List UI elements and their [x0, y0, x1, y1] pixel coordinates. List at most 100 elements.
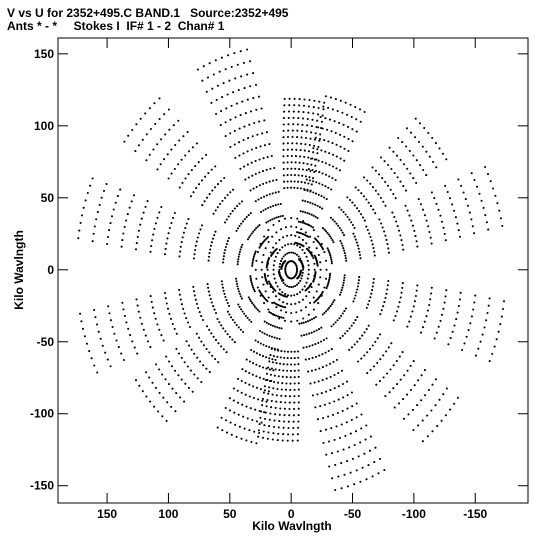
uv-point	[255, 363, 258, 366]
uv-point	[434, 378, 437, 381]
uv-point	[312, 191, 315, 194]
uv-point	[321, 227, 324, 230]
uv-point	[301, 265, 304, 268]
uv-point	[268, 368, 271, 371]
uv-point	[321, 160, 324, 163]
uv-point	[208, 294, 211, 297]
uv-point	[228, 397, 231, 400]
uv-point	[317, 302, 320, 305]
uv-point	[97, 330, 100, 333]
uv-point	[284, 226, 288, 229]
uv-point	[174, 410, 177, 413]
uv-point	[361, 334, 364, 337]
uv-point	[197, 306, 200, 310]
uv-point	[222, 258, 225, 261]
uv-point	[341, 382, 344, 386]
uv-point	[460, 184, 463, 187]
uv-point	[140, 217, 143, 220]
uv-point	[263, 144, 267, 147]
uv-point	[306, 189, 309, 192]
uv-point	[183, 361, 186, 364]
uv-point	[502, 300, 506, 303]
uv-point	[254, 250, 257, 253]
uv-point	[440, 220, 444, 223]
uv-point	[350, 221, 353, 224]
uv-point	[243, 312, 246, 315]
uv-point	[224, 135, 227, 138]
uv-point	[325, 198, 328, 201]
uv-point	[301, 298, 304, 301]
uv-point	[319, 115, 322, 119]
uv-point	[320, 120, 323, 123]
uv-point	[288, 407, 291, 411]
uv-point	[401, 286, 404, 289]
uv-point	[393, 406, 396, 409]
uv-point	[227, 237, 230, 240]
uv-point	[137, 144, 141, 147]
uv-point	[163, 291, 166, 294]
uv-point	[278, 317, 281, 320]
uv-point	[283, 110, 286, 113]
uv-point	[382, 200, 385, 203]
uv-point	[248, 395, 251, 398]
uv-point	[144, 205, 147, 208]
uv-point	[278, 298, 281, 301]
uv-point	[200, 340, 203, 343]
uv-point	[365, 424, 368, 427]
uv-point	[184, 382, 187, 385]
uv-point	[421, 440, 424, 443]
uv-point	[278, 337, 281, 340]
uv-point	[88, 350, 91, 353]
uv-point	[435, 166, 438, 169]
uv-point	[371, 186, 375, 189]
uv-point	[268, 143, 271, 146]
uv-point	[259, 388, 262, 391]
uv-point	[151, 381, 154, 384]
uv-point	[356, 340, 359, 343]
uv-point	[269, 323, 272, 326]
x-tick-label: 100	[158, 507, 178, 521]
uv-point	[348, 446, 351, 449]
uv-point	[282, 301, 285, 304]
uv-point	[406, 393, 409, 396]
uv-point	[267, 390, 270, 393]
uv-point	[252, 257, 255, 260]
uv-point	[324, 117, 327, 120]
uv-point	[234, 116, 237, 119]
uv-point	[358, 276, 361, 279]
uv-point	[261, 397, 265, 400]
uv-point	[415, 240, 418, 243]
uv-point	[209, 244, 213, 247]
uv-point	[451, 203, 454, 206]
uv-point	[319, 405, 322, 408]
uv-point	[175, 332, 178, 335]
uv-point	[249, 212, 252, 215]
uv-point	[236, 227, 240, 230]
uv-point	[353, 235, 356, 238]
uv-point	[379, 156, 383, 159]
uv-point	[293, 388, 296, 391]
uv-point	[326, 128, 329, 131]
uv-point	[306, 200, 309, 203]
uv-point	[357, 282, 360, 285]
uv-point	[335, 155, 338, 158]
uv-point	[338, 293, 342, 296]
y-tick-label: -100	[30, 407, 54, 421]
uv-point	[292, 110, 295, 113]
uv-point	[233, 52, 236, 55]
uv-point	[329, 375, 332, 378]
uv-point	[262, 157, 265, 160]
uv-point	[290, 173, 293, 177]
uv-point	[466, 204, 469, 207]
uv-point	[289, 382, 292, 385]
uv-point	[323, 101, 326, 104]
uv-point	[167, 177, 170, 180]
uv-point	[178, 139, 181, 142]
uv-point	[307, 150, 311, 153]
uv-point	[121, 301, 124, 304]
uv-point	[287, 116, 290, 119]
uv-point	[297, 363, 300, 366]
uv-point	[95, 218, 98, 221]
x-tick-label: -100	[402, 507, 426, 521]
uv-point	[262, 377, 265, 380]
